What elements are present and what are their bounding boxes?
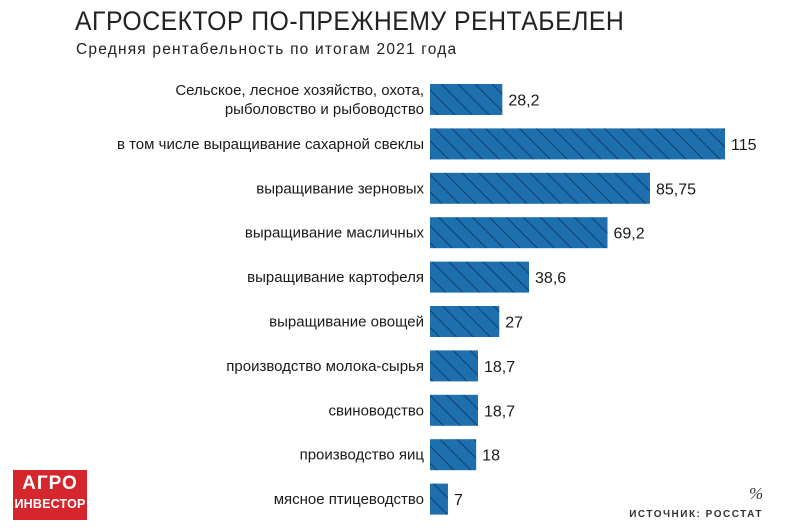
value-label-1: 115 <box>731 137 757 154</box>
category-label-1: в том числе выращивание сахарной свеклы <box>117 136 424 153</box>
value-label-4: 38,6 <box>535 270 566 287</box>
value-label-2: 85,75 <box>656 181 696 198</box>
value-label-7: 18,7 <box>484 403 515 420</box>
unit-symbol: % <box>749 484 764 503</box>
logo-line-1: АГРО <box>22 473 78 494</box>
bar-4 <box>430 261 530 293</box>
bar-5 <box>430 306 500 337</box>
category-label-8: производство яиц <box>300 447 425 464</box>
logo-line-2: ИНВЕСТОР <box>14 497 86 511</box>
bar-6 <box>430 350 478 382</box>
value-label-9: 7 <box>454 492 463 509</box>
category-label-7: свиноводство <box>328 402 424 419</box>
bar-7 <box>430 394 478 426</box>
value-label-0: 28,2 <box>508 93 539 110</box>
agroinvestor-logo: АГРО ИНВЕСТОР <box>13 470 87 520</box>
value-label-3: 69,2 <box>614 226 645 243</box>
category-label-6: производство молока-сырья <box>226 358 424 375</box>
category-label-0-line-1: рыболовство и рыбоводство <box>225 101 424 118</box>
category-label-2: выращивание зерновых <box>256 180 424 197</box>
category-label-0-line-0: Сельское, лесное хозяйство, охота, <box>175 82 424 99</box>
value-label-5: 27 <box>505 315 523 332</box>
source-note: ИСТОЧНИК: РОССТАТ <box>629 509 763 520</box>
category-label-9: мясное птицеводство <box>274 491 424 508</box>
bar-8 <box>430 439 477 471</box>
bar-1 <box>430 128 725 160</box>
chart-title: АГРОСЕКТОР ПО-ПРЕЖНЕМУ РЕНТАБЕЛЕН <box>75 6 625 36</box>
category-label-3: выращивание масличных <box>245 225 425 242</box>
category-label-5: выращивание овощей <box>269 314 424 331</box>
bar-0 <box>430 84 503 115</box>
category-label-4: выращивание картофеля <box>247 269 424 286</box>
bar-2 <box>430 172 650 204</box>
bar-3 <box>430 217 608 249</box>
chart-subtitle: Средняя рентабельность по итогам 2021 го… <box>76 41 458 58</box>
bar-9 <box>430 483 448 515</box>
value-label-8: 18 <box>482 448 500 465</box>
value-label-6: 18,7 <box>484 359 515 376</box>
